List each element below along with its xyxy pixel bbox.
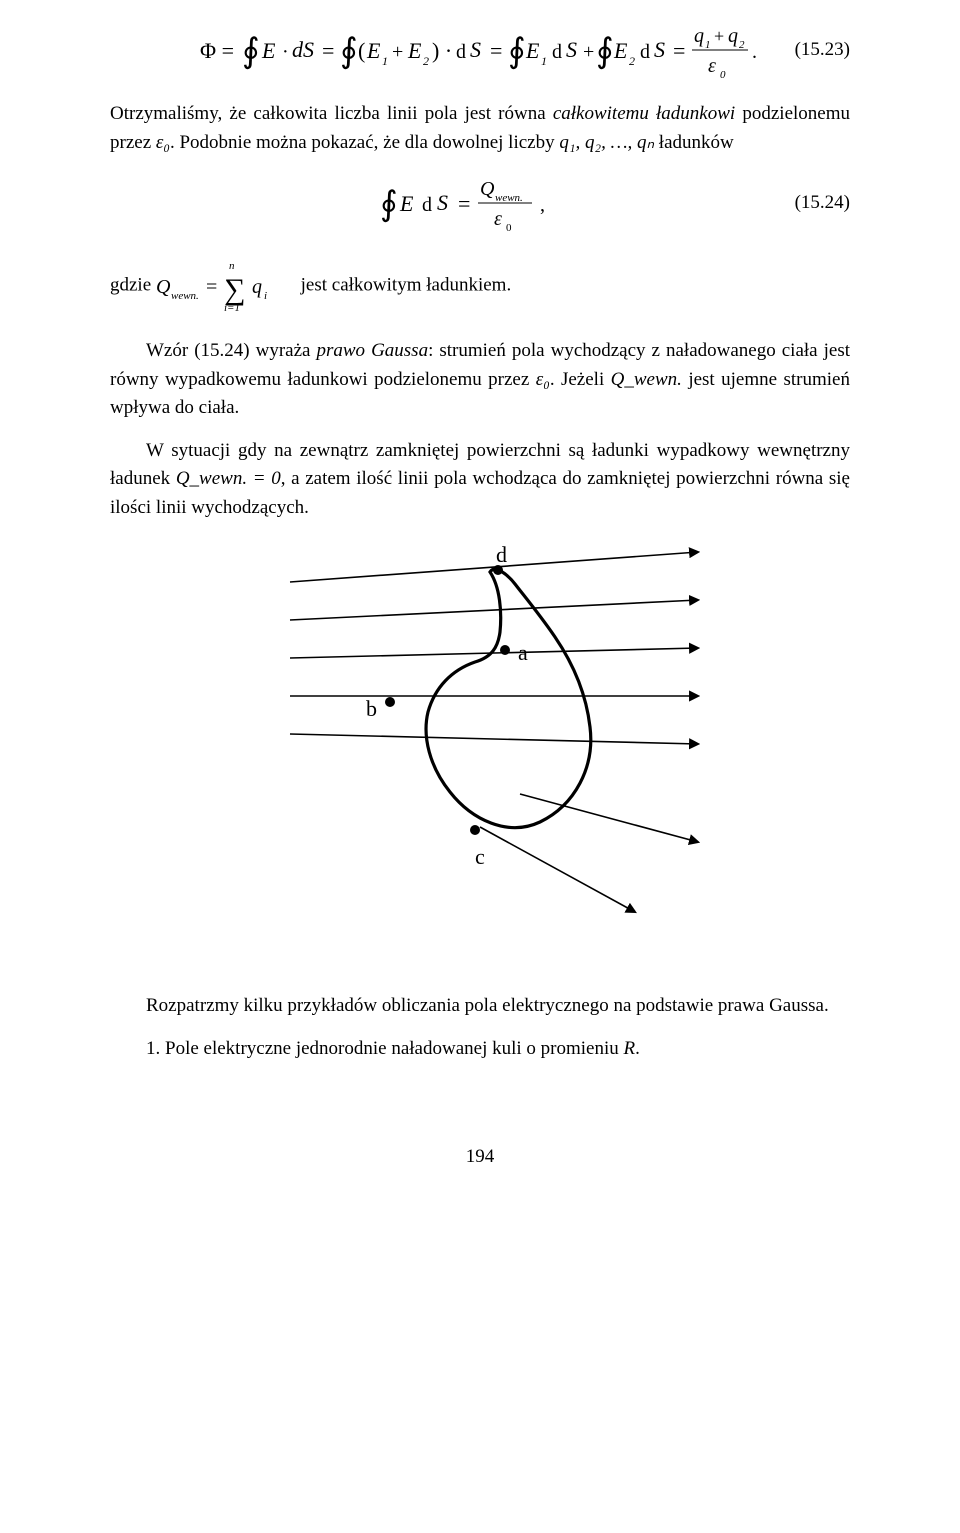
paragraph-3: Wzór (15.24) wyraża prawo Gaussa: strumi… — [110, 337, 850, 423]
p1-text-b: całkowitemu ładunkowi — [553, 103, 735, 124]
svg-text:0: 0 — [506, 222, 512, 234]
svg-text:∮: ∮ — [242, 33, 260, 70]
svg-text:1: 1 — [541, 54, 547, 68]
equation-15-24: ∮ E⃗ d S⃗ = Q wewn. ε 0 , (15.24) — [110, 171, 850, 235]
gauss-figure: a b c d — [110, 542, 850, 932]
paragraph-6: 1. Pole elektryczne jednorodnie naładowa… — [110, 1035, 850, 1064]
p2-text-a: gdzie — [110, 274, 156, 295]
svg-text:·: · — [282, 41, 289, 63]
p2-text-c: jest całkowitym ładunkiem. — [301, 274, 512, 295]
svg-text:q: q — [728, 25, 738, 47]
svg-text:d: d — [422, 194, 432, 216]
equation-15-23-svg: Φ = ∮ E⃗ · dS⃗ = ∮ ( E⃗1 + E⃗2 ) · d S⃗ … — [200, 18, 760, 82]
equation-number-15-23: (15.23) — [795, 36, 850, 65]
field-line — [290, 734, 698, 744]
svg-text:(: ( — [358, 38, 365, 63]
p3-f: Q_wewn. — [611, 369, 682, 390]
p1-text-a: Otrzymaliśmy, że całkowita liczba linii … — [110, 103, 553, 124]
p4-b: Q_wewn. = 0 — [176, 468, 281, 489]
svg-text:∮: ∮ — [340, 33, 358, 70]
svg-text:,: , — [540, 194, 545, 216]
svg-text:2: 2 — [423, 54, 429, 68]
field-line — [480, 827, 635, 912]
p3-a: Wzór (15.24) wyraża — [146, 340, 316, 361]
point-b — [385, 697, 395, 707]
point-a — [500, 645, 510, 655]
svg-text:0: 0 — [720, 69, 726, 81]
svg-text:2: 2 — [739, 39, 745, 51]
p6-a: 1. Pole elektryczne jednorodnie naładowa… — [146, 1038, 624, 1059]
label-b: b — [366, 696, 377, 721]
svg-text:=: = — [322, 38, 334, 63]
svg-text:i=1: i=1 — [224, 302, 240, 313]
field-line — [290, 600, 698, 620]
svg-text:wewn.: wewn. — [171, 290, 199, 302]
svg-text:∮: ∮ — [380, 186, 398, 223]
closed-surface-outline — [426, 569, 591, 827]
p5-a: Rozpatrzmy kilku przykładów obliczania p… — [146, 995, 829, 1016]
label-c: c — [475, 844, 485, 869]
p1-text-g: ładunków — [654, 132, 734, 153]
paragraph-1: Otrzymaliśmy, że całkowita liczba linii … — [110, 100, 850, 157]
svg-text:d: d — [640, 41, 650, 63]
equation-15-23: Φ = ∮ E⃗ · dS⃗ = ∮ ( E⃗1 + E⃗2 ) · d S⃗ … — [110, 18, 850, 82]
label-a: a — [518, 640, 528, 665]
p3-b: prawo Gaussa — [316, 340, 428, 361]
svg-text:) ·: ) · — [432, 38, 452, 63]
paragraph-5: Rozpatrzmy kilku przykładów obliczania p… — [110, 992, 850, 1021]
p3-e: . Jeżeli — [550, 369, 611, 390]
p3-d: ε₀ — [536, 369, 550, 390]
p1-qlist: q₁, q₂, …, qₙ — [559, 132, 654, 153]
svg-text:=: = — [206, 276, 217, 298]
paragraph-4: W sytuacji gdy na zewnątrz zamkniętej po… — [110, 437, 850, 523]
svg-text:Q: Q — [156, 276, 171, 298]
svg-text:wewn.: wewn. — [495, 192, 523, 204]
paragraph-2: gdzie Q wewn. = ∑ n i=1 q i jest całkowi… — [110, 259, 850, 313]
svg-text:i: i — [264, 290, 267, 302]
svg-text:∮: ∮ — [508, 33, 526, 70]
svg-text:=: = — [490, 38, 502, 63]
equation-15-24-svg: ∮ E⃗ d S⃗ = Q wewn. ε 0 , — [380, 171, 580, 235]
svg-text:n: n — [229, 260, 235, 272]
p1-text-e: . Podobnie można pokazać, że dla dowolne… — [170, 132, 559, 153]
svg-text:=: = — [458, 191, 470, 216]
svg-text:d: d — [552, 41, 562, 63]
svg-text:+: + — [392, 41, 403, 63]
svg-text:Φ =: Φ = — [200, 38, 234, 63]
page-content: Φ = ∮ E⃗ · dS⃗ = ∮ ( E⃗1 + E⃗2 ) · d S⃗ … — [0, 0, 960, 1212]
svg-text:+: + — [714, 26, 724, 46]
svg-text:+: + — [583, 41, 594, 63]
svg-text:∮: ∮ — [596, 33, 614, 70]
svg-text:q: q — [252, 276, 262, 298]
equation-number-15-24: (15.24) — [795, 189, 850, 218]
svg-text:2: 2 — [629, 54, 635, 68]
label-d: d — [496, 542, 507, 567]
p6-c: . — [635, 1038, 640, 1059]
svg-text:Q: Q — [480, 178, 495, 200]
svg-text:.: . — [752, 41, 757, 63]
svg-text:1: 1 — [705, 39, 711, 51]
svg-text:1: 1 — [382, 54, 388, 68]
page-number: 194 — [110, 1143, 850, 1172]
svg-text:ε: ε — [494, 208, 502, 230]
sum-expression-svg: Q wewn. = ∑ n i=1 q i — [156, 259, 296, 313]
svg-text:d: d — [456, 41, 466, 63]
svg-text:=: = — [673, 38, 685, 63]
p6-b: R — [624, 1038, 636, 1059]
svg-text:q: q — [694, 25, 704, 47]
point-c — [470, 825, 480, 835]
svg-text:ε: ε — [708, 55, 716, 77]
gauss-figure-svg: a b c d — [240, 542, 720, 932]
p1-eps: ε₀ — [156, 132, 170, 153]
